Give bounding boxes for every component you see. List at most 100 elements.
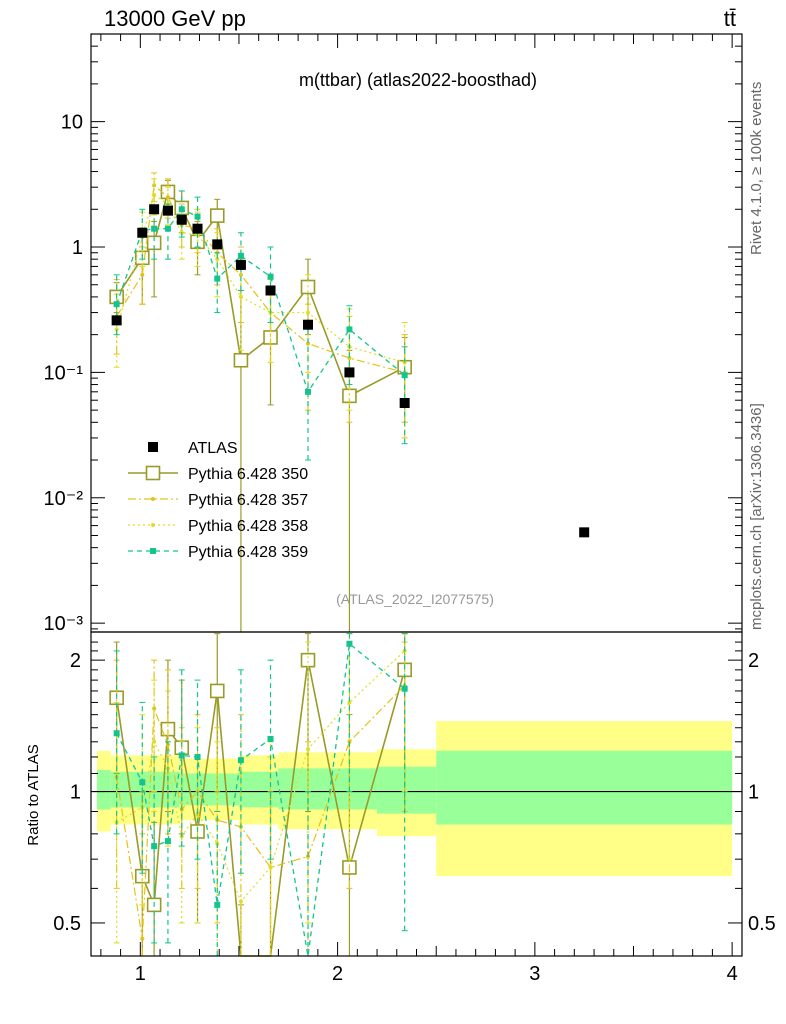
x-tick-label: 2 — [332, 963, 343, 985]
legend-label: Pythia 6.428 357 — [188, 492, 308, 509]
main-6428359-point — [305, 388, 311, 395]
process-label: tt̄ — [723, 6, 736, 31]
analysis-id-label: (ATLAS_2022_I2077575) — [336, 591, 494, 607]
atlas-data-point — [399, 398, 410, 409]
atlas-data-point — [303, 319, 313, 330]
main-6428350-line — [115, 190, 406, 397]
ratio-y-tick-label: 1 — [70, 782, 81, 804]
main-6428350-series — [109, 179, 412, 633]
main-6428358-point — [306, 310, 310, 315]
rivet-version-label: Rivet 4.1.0, ≥ 100k events — [748, 81, 765, 255]
ratio-y-tick-label: 0.5 — [53, 913, 81, 935]
plot-title: m(ttbar) (atlas2022-boosthad) — [299, 70, 537, 90]
main-6428359-point — [178, 206, 185, 213]
main-6428357-point — [347, 356, 352, 361]
y-tick-label: 10⁻² — [44, 488, 84, 510]
ratio-panel: 0.5 0.5 1 1 2 2 1 2 3 4 Ratio to ATLAS — [25, 631, 776, 985]
ratio-6428357-point — [140, 936, 145, 941]
atlas-data-point — [344, 367, 355, 378]
legend-label: ATLAS — [188, 440, 238, 457]
legend-label: Pythia 6.428 358 — [188, 518, 308, 535]
ratio-6428359-point — [401, 685, 408, 692]
ratio-6428358-point — [152, 739, 157, 744]
main-6428350-point — [209, 208, 225, 223]
ratio-y-axis-label: Ratio to ATLAS — [25, 744, 42, 845]
main-6428358-point — [238, 294, 243, 299]
main-6428358-point — [152, 192, 157, 197]
atlas-data-point — [111, 315, 122, 326]
x-tick-label: 3 — [529, 963, 540, 985]
ratio-6428359-point — [267, 735, 274, 742]
main-6428350-point — [233, 352, 249, 368]
legend-marker-atlas — [148, 442, 158, 452]
main-6428357-point — [152, 183, 157, 188]
atlas-data-point — [265, 285, 276, 296]
ratio-6428359-series — [113, 633, 408, 957]
ratio-6428358-point — [238, 899, 243, 904]
main-6428359-point — [194, 213, 201, 220]
ratio-6428359-point — [346, 640, 353, 647]
ratio-6428359-point — [113, 730, 120, 737]
y-tick-label: 10 — [61, 112, 83, 134]
main-6428357-point — [306, 341, 310, 346]
ratio-6428358-point — [347, 700, 352, 705]
legend: ATLAS Pythia 6.428 350 Pythia 6.428 357 Pyt… — [128, 440, 308, 561]
legend-label: Pythia 6.428 350 — [188, 466, 308, 483]
uncertainty-band-stat — [278, 768, 378, 810]
atlas-data-point — [137, 227, 148, 238]
y-tick-label: 10⁻¹ — [44, 362, 84, 384]
x-tick-label: 4 — [727, 963, 738, 985]
main-panel: 10 1 10⁻¹ 10⁻² 10⁻³ m(ttbar) (atlas2022-boos… — [44, 33, 743, 635]
ratio-6428359-point — [151, 843, 158, 850]
main-6428358-point — [215, 257, 220, 262]
ratio-6428359-point — [194, 753, 201, 760]
atlas-data-point — [212, 239, 223, 250]
main-6428357-line — [116, 184, 405, 373]
legend-marker — [145, 465, 161, 481]
ratio-6428359-point — [164, 838, 171, 845]
atlas-data-point — [176, 214, 187, 225]
main-6428359-point — [237, 252, 244, 259]
ratio-6428359-line — [116, 642, 406, 957]
ratio-6428358-point — [306, 747, 310, 752]
main-frame — [90, 33, 743, 633]
ratio-6428357-line — [116, 685, 406, 939]
main-6428358-point — [114, 327, 119, 332]
main-6428359-point — [151, 225, 158, 232]
ratio-y-tick-label: 2 — [70, 650, 81, 672]
main-6428357-point — [165, 195, 170, 200]
ratio-6428357-point — [152, 706, 157, 711]
main-6428359-point — [214, 275, 221, 282]
main-6428359-point — [113, 301, 120, 308]
atlas-data-point — [192, 223, 203, 234]
main-6428359-point — [401, 372, 408, 379]
uncertainty-band-stat — [377, 766, 437, 814]
ratio-6428350-point — [300, 652, 316, 668]
x-tick-label: 1 — [135, 963, 146, 985]
uncertainty-band-stat — [436, 750, 733, 825]
ratio-6428358-point — [268, 865, 273, 870]
ratio-6428359-point — [139, 779, 146, 786]
legend-label: Pythia 6.428 359 — [188, 544, 308, 561]
uncertainty-band-stat — [96, 770, 111, 810]
legend-marker — [150, 548, 156, 554]
y-tick-label: 1 — [72, 237, 83, 259]
ratio-6428359-point — [178, 752, 185, 759]
y-tick-label: 10⁻³ — [44, 613, 84, 635]
main-6428359-point — [267, 273, 274, 280]
beam-energy-label: 13000 GeV pp — [104, 6, 246, 31]
atlas-data-point — [149, 204, 160, 215]
ratio-6428359-point — [237, 757, 244, 764]
atlas-data-point — [579, 527, 590, 538]
atlas-data-point — [235, 259, 246, 270]
uncertainty-band-stat — [179, 773, 239, 806]
ratio-6428359-point — [214, 901, 221, 908]
mcplots-source-label: mcplots.cern.ch [arXiv:1306.3436] — [748, 403, 765, 630]
legend-marker — [151, 523, 155, 527]
main-6428357-point — [140, 272, 145, 277]
ratio-y-tick-label-right: 0.5 — [748, 913, 776, 935]
uncertainty-band-stat — [238, 771, 279, 808]
main-6428359-point — [164, 225, 171, 232]
legend-marker — [151, 497, 155, 501]
